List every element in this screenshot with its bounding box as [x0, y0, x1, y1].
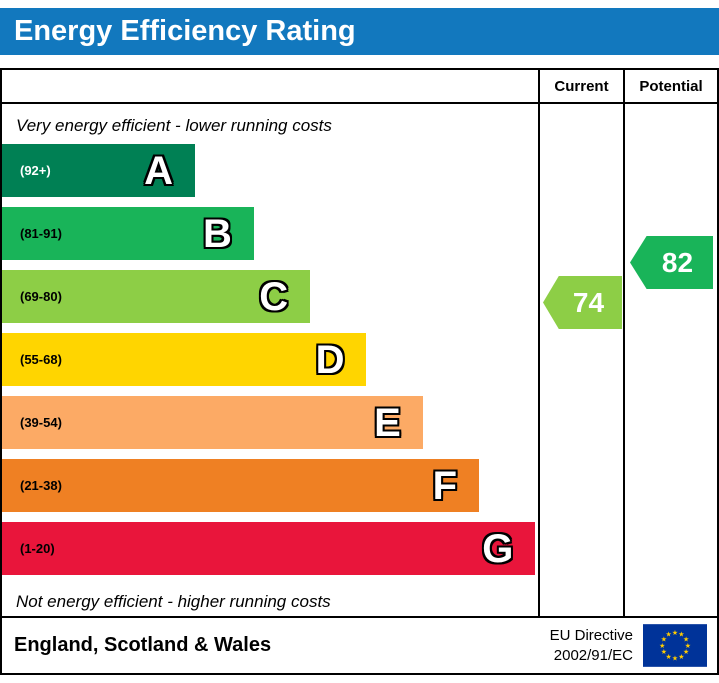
- chart-title-bar: Energy Efficiency Rating: [0, 8, 719, 55]
- svg-text:★: ★: [683, 635, 689, 643]
- svg-text:★: ★: [661, 648, 667, 656]
- band-a-range: (92+): [20, 163, 51, 178]
- svg-text:★: ★: [685, 642, 691, 650]
- bands-column-spacer: [2, 70, 538, 102]
- svg-text:★: ★: [665, 631, 671, 639]
- epc-energy-efficiency-chart: Energy Efficiency Rating Current Potenti…: [0, 8, 719, 683]
- svg-text:★: ★: [678, 631, 684, 639]
- band-g-letter: G: [482, 526, 514, 571]
- svg-text:★: ★: [661, 635, 667, 643]
- current-rating-arrow: 74: [543, 276, 622, 329]
- chart-frame: Current Potential Very energy efficient …: [0, 68, 719, 618]
- band-b-range: (81-91): [20, 226, 62, 241]
- band-a: (92+) A: [2, 144, 195, 197]
- eu-flag-icon: ★ ★ ★ ★ ★ ★ ★ ★ ★ ★ ★ ★: [643, 624, 707, 667]
- potential-rating-arrow: 82: [630, 236, 713, 289]
- band-d-letter: D: [315, 337, 345, 382]
- current-column-header: Current: [538, 70, 623, 102]
- band-g-range: (1-20): [20, 541, 55, 556]
- eu-flag-field: [643, 624, 707, 667]
- band-c-range: (69-80): [20, 289, 62, 304]
- band-c-letter: C: [259, 274, 289, 319]
- band-d-range: (55-68): [20, 352, 62, 367]
- potential-rating-value: 82: [661, 246, 694, 278]
- band-g: (1-20) G: [2, 522, 536, 575]
- band-c: (69-80) C: [2, 270, 311, 323]
- band-d: (55-68) D: [2, 333, 367, 386]
- band-f: (21-38) F: [2, 459, 480, 512]
- bands-area: Very energy efficient - lower running co…: [2, 104, 538, 616]
- svg-text:★: ★: [672, 629, 678, 637]
- svg-text:★: ★: [683, 648, 689, 656]
- band-b-letter: B: [203, 211, 232, 256]
- eu-directive-label: EU Directive 2002/91/EC: [550, 626, 633, 665]
- top-note: Very energy efficient - lower running co…: [16, 116, 332, 135]
- footer-bar: England, Scotland & Wales EU Directive 2…: [0, 618, 719, 675]
- potential-column-header: Potential: [623, 70, 717, 102]
- band-e-letter: E: [374, 400, 401, 445]
- eu-directive-line1: EU Directive: [549, 627, 633, 644]
- column-header-row: Current Potential: [2, 70, 717, 102]
- band-e-range: (39-54): [20, 415, 62, 430]
- svg-text:★: ★: [672, 655, 678, 663]
- chart-title: Energy Efficiency Rating: [14, 15, 356, 47]
- band-f-letter: F: [432, 463, 458, 508]
- band-a-letter: A: [144, 148, 173, 193]
- band-f-range: (21-38): [20, 478, 62, 493]
- svg-text:★: ★: [659, 642, 665, 650]
- chart-body: Very energy efficient - lower running co…: [2, 102, 717, 616]
- band-e: (39-54) E: [2, 396, 423, 449]
- potential-rating-column: 82: [623, 104, 717, 616]
- svg-text:★: ★: [665, 653, 671, 661]
- region-label: England, Scotland & Wales: [14, 634, 272, 656]
- band-b: (81-91) B: [2, 207, 254, 260]
- eu-directive-line2: 2002/91/EC: [553, 646, 633, 664]
- svg-text:★: ★: [678, 653, 684, 661]
- current-rating-column: 74: [538, 104, 623, 616]
- current-rating-value: 74: [572, 286, 605, 318]
- bottom-note: Not energy efficient - higher running co…: [16, 592, 331, 611]
